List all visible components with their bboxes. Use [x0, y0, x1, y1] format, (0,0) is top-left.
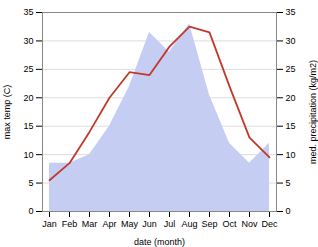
svg-text:20: 20	[23, 93, 33, 103]
svg-text:10: 10	[286, 150, 296, 160]
svg-text:Jun: Jun	[142, 219, 157, 229]
svg-text:20: 20	[286, 93, 296, 103]
svg-text:Jul: Jul	[164, 219, 176, 229]
svg-text:max temp (C): max temp (C)	[2, 85, 12, 140]
svg-text:May: May	[121, 219, 139, 229]
svg-text:Feb: Feb	[62, 219, 78, 229]
svg-text:date (month): date (month)	[134, 237, 185, 247]
svg-text:Dec: Dec	[261, 219, 278, 229]
svg-text:35: 35	[286, 7, 296, 17]
svg-text:Sep: Sep	[201, 219, 217, 229]
svg-text:15: 15	[23, 121, 33, 131]
svg-text:Oct: Oct	[222, 219, 237, 229]
svg-text:5: 5	[28, 178, 33, 188]
svg-text:35: 35	[23, 7, 33, 17]
svg-text:Aug: Aug	[181, 219, 197, 229]
svg-text:0: 0	[28, 206, 33, 216]
svg-text:5: 5	[286, 178, 291, 188]
svg-text:Nov: Nov	[241, 219, 258, 229]
svg-text:10: 10	[23, 150, 33, 160]
svg-text:30: 30	[23, 36, 33, 46]
svg-text:15: 15	[286, 121, 296, 131]
svg-text:med. precipitation (kg/m2): med. precipitation (kg/m2)	[308, 60, 318, 164]
svg-text:0: 0	[286, 206, 291, 216]
svg-text:Jan: Jan	[42, 219, 57, 229]
svg-text:25: 25	[23, 64, 33, 74]
svg-text:Apr: Apr	[102, 219, 116, 229]
svg-text:25: 25	[286, 64, 296, 74]
svg-text:30: 30	[286, 36, 296, 46]
svg-text:Mar: Mar	[82, 219, 98, 229]
